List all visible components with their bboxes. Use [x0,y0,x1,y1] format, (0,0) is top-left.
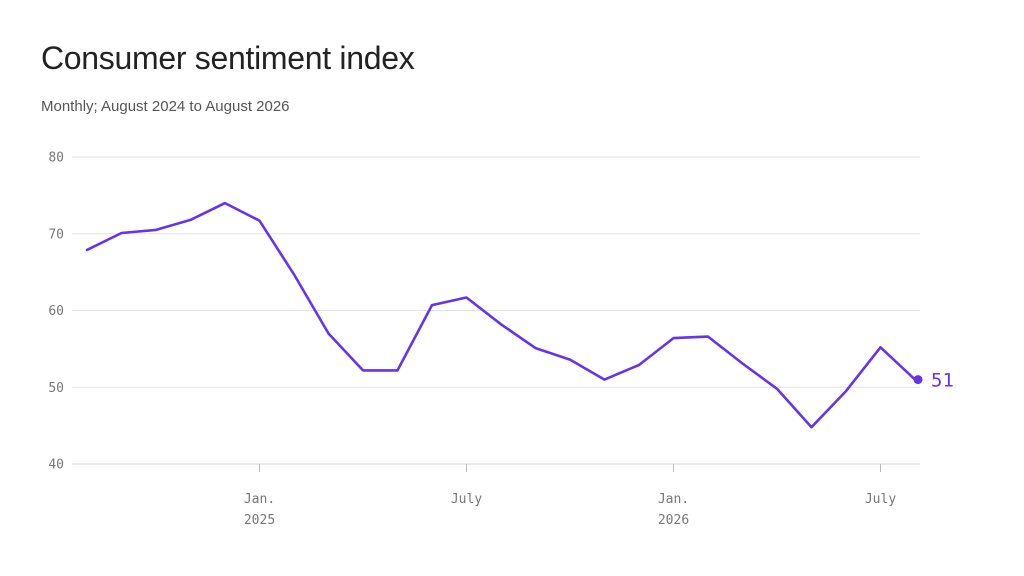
y-tick-label: 70 [48,227,64,242]
x-tick-year-label: 2026 [658,513,689,528]
x-tick-label: Jan. [244,492,275,507]
y-tick-label: 50 [48,381,64,396]
y-tick-label: 60 [48,304,64,319]
end-value-label: 51 [931,370,954,392]
chart-title: Consumer sentiment index [41,40,415,76]
x-tick-year-label: 2025 [244,513,275,528]
series-line [85,201,917,429]
x-tick-label: July [865,492,896,507]
chart-subtitle: Monthly; August 2024 to August 2026 [41,98,290,115]
y-tick-label: 40 [48,458,64,473]
x-tick-label: Jan. [658,492,689,507]
end-point-marker [913,375,923,385]
y-tick-label: 80 [48,151,64,166]
x-tick-label: July [451,492,482,507]
